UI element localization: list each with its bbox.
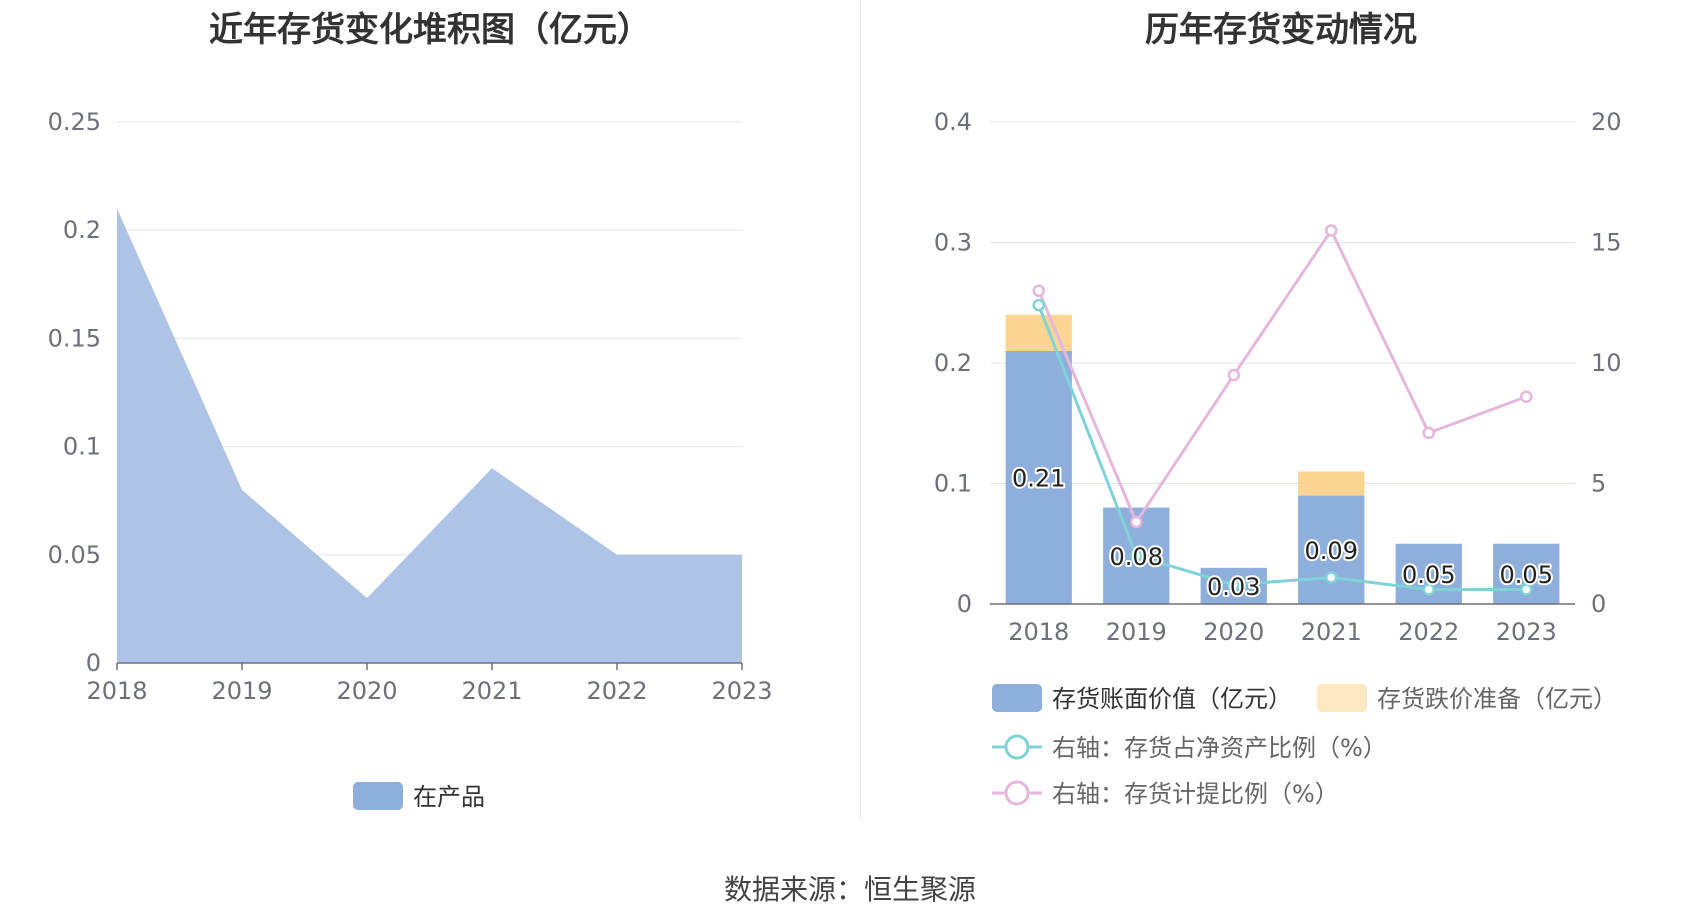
right-bar-labels: 0.21 0.08 0.03 0.09 0.05 0.05 xyxy=(1010,462,1555,602)
legend-swatch-in-progress xyxy=(353,782,403,810)
left-y-tick-label: 0.25 xyxy=(48,108,101,136)
left-x-tick-label: 2020 xyxy=(336,677,397,705)
right-combo-chart: 0.21 0.08 0.03 0.09 0.05 0.05 0 0.1 0.2 0.3 0.4 0… xyxy=(934,108,1622,808)
legend-label-in-progress: 在产品 xyxy=(413,783,485,811)
data-source-text: 数据来源：恒生聚源 xyxy=(723,873,976,906)
point-net-asset-ratio xyxy=(1032,298,1045,312)
right-right-y-tick-label: 0 xyxy=(1591,590,1606,618)
left-chart-title: 近年存货变化堆积图（亿元） xyxy=(209,10,651,50)
panel-divider xyxy=(860,0,861,820)
legend-item-net-asset-ratio[interactable]: 右轴：存货占净资产比例（%） xyxy=(992,734,1387,762)
left-x-tick-label: 2021 xyxy=(461,677,522,705)
right-right-y-tick-labels: 0 5 10 15 20 xyxy=(1591,108,1622,618)
right-right-y-tick-label: 10 xyxy=(1591,349,1622,377)
legend-swatch-impairment xyxy=(1317,684,1367,712)
right-bars xyxy=(1005,314,1560,604)
bar-data-label: 0.21 xyxy=(1012,464,1065,492)
right-x-tick-label: 2018 xyxy=(1008,618,1069,646)
right-right-y-tick-label: 5 xyxy=(1591,470,1606,498)
line-net-asset-ratio xyxy=(1037,304,1527,592)
right-right-y-tick-label: 15 xyxy=(1591,229,1622,257)
point-provision-ratio xyxy=(1422,426,1435,440)
right-gridlines xyxy=(990,121,1575,484)
right-left-y-tick-label: 0.1 xyxy=(934,470,972,498)
point-provision-ratio xyxy=(1227,368,1240,382)
bar-impairment xyxy=(1298,471,1365,496)
right-left-y-tick-label: 0.4 xyxy=(934,108,972,136)
point-net-asset-ratio xyxy=(1227,578,1240,591)
left-x-tick-label: 2018 xyxy=(86,677,147,705)
left-area-series xyxy=(117,208,742,663)
point-provision-ratio xyxy=(1520,390,1533,403)
right-left-y-tick-label: 0.3 xyxy=(934,229,972,257)
legend-label-book-value: 存货账面价值（亿元） xyxy=(1052,685,1292,713)
bar-book-value xyxy=(1005,350,1072,604)
legend-label-provision-ratio: 右轴：存货计提比例（%） xyxy=(1052,780,1339,808)
left-y-tick-label: 0.1 xyxy=(63,433,101,461)
right-lines xyxy=(1032,224,1533,596)
legend-swatch-book-value xyxy=(992,684,1042,712)
left-y-tick-labels: 0 0.05 0.1 0.15 0.2 0.25 xyxy=(48,108,101,677)
left-x-axis xyxy=(116,662,743,670)
left-y-tick-label: 0.05 xyxy=(48,541,101,569)
point-net-asset-ratio xyxy=(1130,549,1143,563)
point-provision-ratio xyxy=(1032,284,1045,297)
right-left-y-tick-labels: 0 0.1 0.2 0.3 0.4 xyxy=(934,108,972,618)
point-net-asset-ratio xyxy=(1325,571,1338,584)
bar-data-label: 0.03 xyxy=(1207,573,1260,601)
left-x-tick-labels: 2018 2019 2020 2021 2022 2023 xyxy=(86,677,772,705)
legend-item-provision-ratio[interactable]: 右轴：存货计提比例（%） xyxy=(992,780,1339,808)
line-provision-ratio xyxy=(1037,227,1527,526)
right-chart-title: 历年存货变动情况 xyxy=(1145,10,1417,50)
right-left-y-tick-label: 0 xyxy=(957,590,972,618)
right-x-tick-label: 2023 xyxy=(1496,618,1557,646)
point-net-asset-ratio xyxy=(1520,583,1533,596)
left-y-tick-label: 0.15 xyxy=(48,324,101,352)
bar-data-label: 0.08 xyxy=(1110,543,1163,571)
left-x-tick-label: 2019 xyxy=(211,677,272,705)
right-x-tick-label: 2021 xyxy=(1301,618,1362,646)
point-provision-ratio xyxy=(1130,515,1143,529)
left-legend[interactable]: 在产品 xyxy=(353,782,485,811)
left-area-chart: 0 0.05 0.1 0.15 0.2 0.25 2018 2019 2020 2021 2022… xyxy=(48,108,773,811)
right-x-tick-label: 2022 xyxy=(1398,618,1459,646)
area-in-progress xyxy=(117,208,742,663)
right-legend: 存货账面价值（亿元） 存货跌价准备（亿元） 右轴：存货占净资产比例（%） 右轴：… xyxy=(992,684,1617,808)
right-x-tick-labels: 2018 2019 2020 2021 2022 2023 xyxy=(1008,618,1557,646)
bar-data-label: 0.09 xyxy=(1305,537,1358,565)
legend-item-book-value[interactable]: 存货账面价值（亿元） xyxy=(992,684,1292,713)
bar-data-label: 0.05 xyxy=(1500,561,1553,589)
legend-marker-net-asset-ratio xyxy=(1004,734,1030,760)
point-net-asset-ratio xyxy=(1422,583,1435,596)
legend-label-impairment: 存货跌价准备（亿元） xyxy=(1377,685,1617,713)
left-y-tick-label: 0 xyxy=(86,649,101,677)
right-right-y-tick-label: 20 xyxy=(1591,108,1622,136)
legend-marker-provision-ratio xyxy=(1004,780,1030,806)
right-x-tick-label: 2019 xyxy=(1106,618,1167,646)
legend-label-net-asset-ratio: 右轴：存货占净资产比例（%） xyxy=(1052,734,1387,762)
left-y-tick-label: 0.2 xyxy=(63,216,101,244)
left-x-tick-label: 2023 xyxy=(711,677,772,705)
right-x-tick-label: 2020 xyxy=(1203,618,1264,646)
point-provision-ratio xyxy=(1325,224,1338,237)
legend-item-impairment[interactable]: 存货跌价准备（亿元） xyxy=(1317,684,1617,713)
right-left-y-tick-label: 0.2 xyxy=(934,349,972,377)
bar-data-label: 0.05 xyxy=(1402,561,1455,589)
bar-book-value xyxy=(1298,495,1365,604)
left-x-tick-label: 2022 xyxy=(586,677,647,705)
